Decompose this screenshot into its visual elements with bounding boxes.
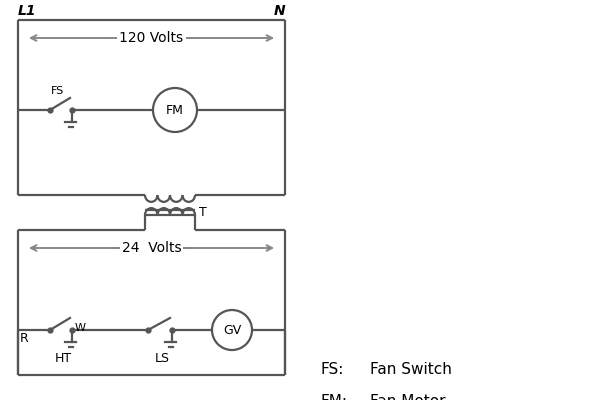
- Text: HT: HT: [54, 352, 71, 365]
- Text: FS: FS: [51, 86, 64, 96]
- Text: FM: FM: [166, 104, 184, 116]
- Text: W: W: [75, 323, 86, 333]
- Text: 120 Volts: 120 Volts: [119, 31, 183, 45]
- Text: R: R: [20, 332, 29, 345]
- Text: FM:: FM:: [320, 394, 347, 400]
- Text: FS:: FS:: [320, 362, 343, 378]
- Text: N: N: [273, 4, 285, 18]
- Text: 24  Volts: 24 Volts: [122, 241, 181, 255]
- Text: Fan Switch: Fan Switch: [370, 362, 452, 378]
- Text: LS: LS: [155, 352, 169, 365]
- Text: L1: L1: [18, 4, 37, 18]
- Text: Fan Motor: Fan Motor: [370, 394, 445, 400]
- Text: T: T: [199, 206, 206, 218]
- Text: GV: GV: [223, 324, 241, 336]
